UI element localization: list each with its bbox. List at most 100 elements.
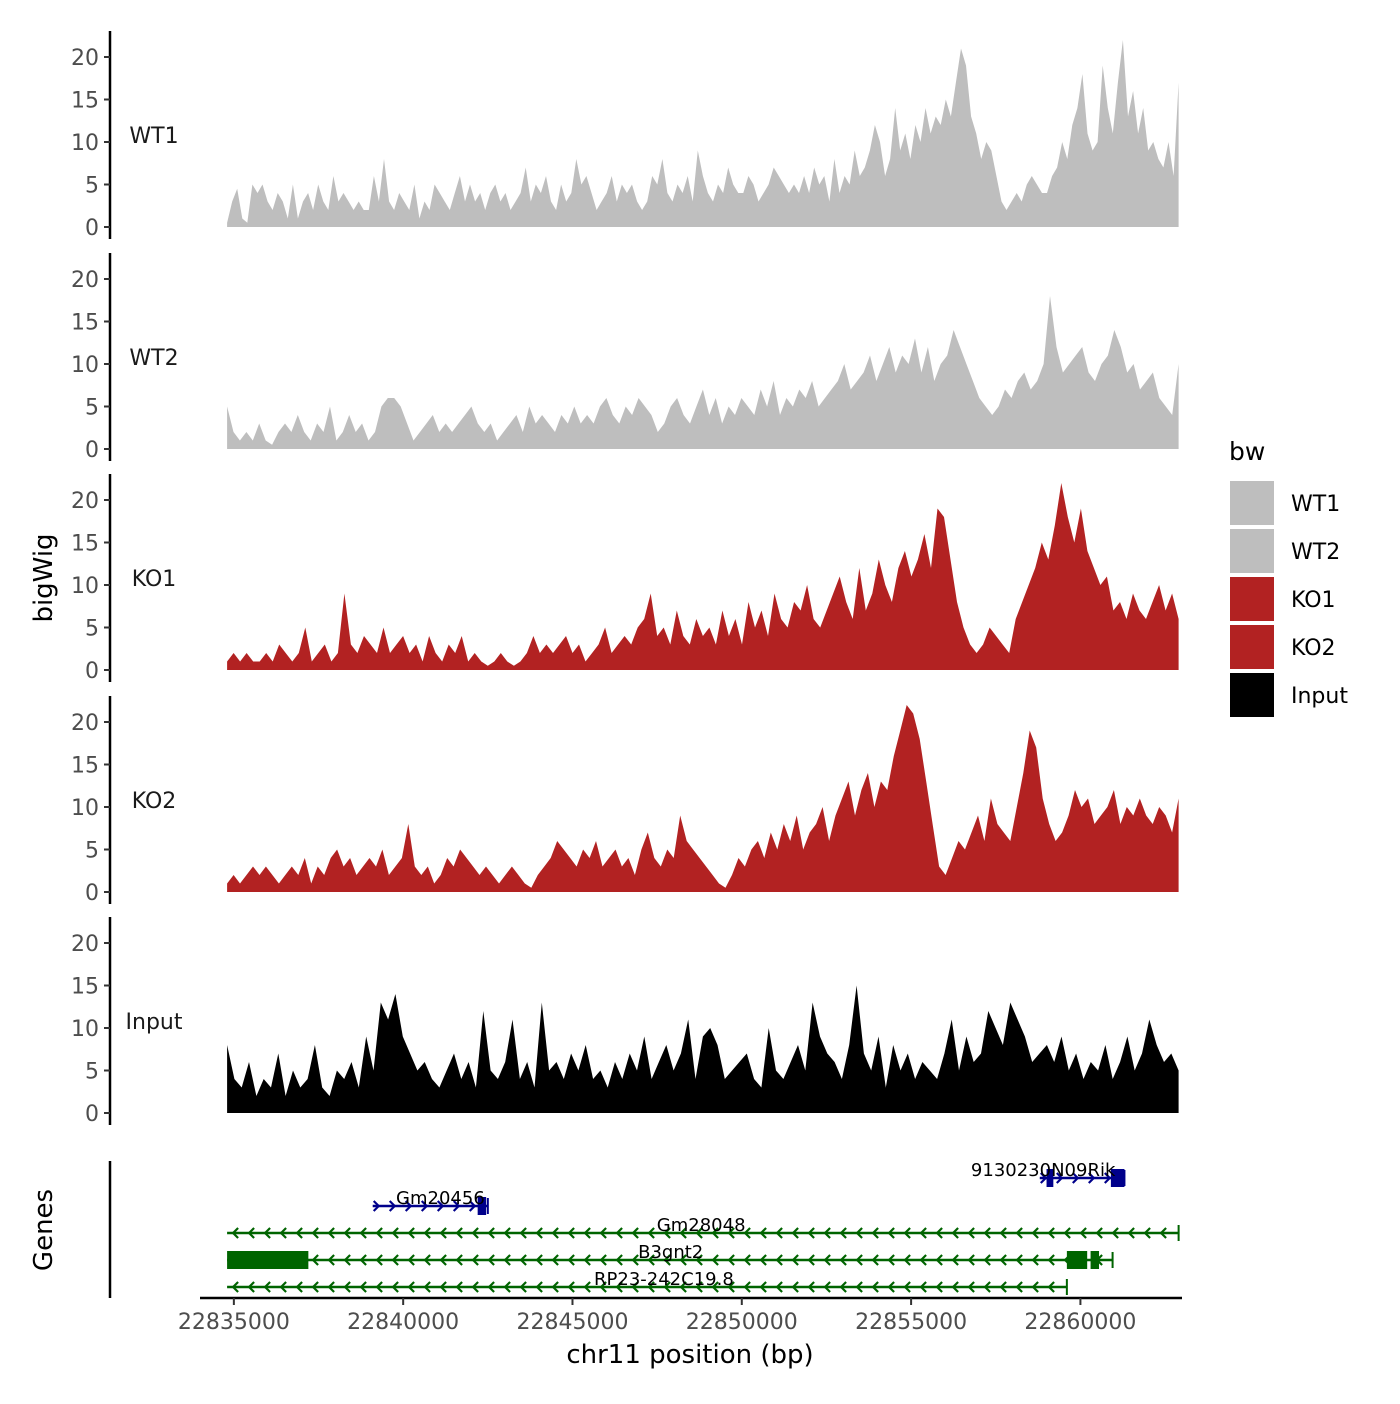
strand-arrow	[903, 1227, 911, 1239]
legend-key-wt1	[1230, 481, 1274, 525]
strand-arrow	[727, 1281, 735, 1293]
signal-area-wt1	[227, 40, 1179, 227]
strand-arrow	[759, 1227, 767, 1239]
strand-arrow	[295, 1281, 303, 1293]
legend-key-wt2	[1230, 529, 1274, 573]
strand-arrow	[615, 1227, 623, 1239]
x-axis: 22835000 22840000 22845000 22850000 22855000…	[178, 1296, 1182, 1335]
strand-arrow	[423, 1254, 431, 1266]
strand-arrow	[967, 1227, 975, 1239]
strand-arrow	[567, 1227, 575, 1239]
strand-arrow	[439, 1254, 447, 1266]
strand-arrow	[983, 1254, 991, 1266]
strand-arrow	[935, 1281, 943, 1293]
exon	[227, 1251, 309, 1269]
strand-arrow	[1031, 1227, 1039, 1239]
strand-arrow	[1095, 1227, 1103, 1239]
strand-arrow	[519, 1281, 527, 1293]
legend-key-input	[1230, 673, 1274, 717]
strand-arrow	[791, 1227, 799, 1239]
strand-arrow	[871, 1281, 879, 1293]
y-tick-label: 0	[85, 216, 99, 241]
gene-rp23-242c19.8: RP23-242C19.8	[227, 1269, 1068, 1295]
gene-9130230n09rik: 9130230N09Rik	[971, 1160, 1126, 1187]
strand-arrow	[436, 1200, 445, 1212]
track-wt1: 0 5 10 15 20 WT1	[71, 31, 1179, 241]
strand-arrow	[375, 1281, 383, 1293]
y-tick-label: 15	[71, 975, 99, 1000]
strand-arrow	[375, 1227, 383, 1239]
signal-area-wt2	[227, 296, 1179, 449]
strand-arrow	[887, 1254, 895, 1266]
strand-arrow	[503, 1254, 511, 1266]
strand-arrow	[807, 1227, 815, 1239]
strand-arrow	[711, 1254, 719, 1266]
strand-arrow	[343, 1227, 351, 1239]
strand-arrow	[1127, 1227, 1135, 1239]
strand-arrow	[695, 1254, 703, 1266]
strand-arrow	[679, 1227, 687, 1239]
y-axis-label: bigWig	[29, 533, 59, 622]
track-ko1: 0 5 10 15 20 KO1	[71, 474, 1179, 684]
strand-arrow	[359, 1227, 367, 1239]
legend-key-ko2	[1230, 625, 1274, 669]
strand-arrow	[775, 1227, 783, 1239]
strand-arrow	[711, 1227, 719, 1239]
strand-arrow	[311, 1227, 319, 1239]
strand-arrow	[1088, 1172, 1096, 1184]
strand-arrow	[551, 1227, 559, 1239]
strand-arrow	[420, 1200, 429, 1212]
y-tick-label: 10	[71, 796, 99, 821]
strand-arrow	[855, 1254, 863, 1266]
strand-arrow	[391, 1227, 399, 1239]
strand-arrow	[343, 1281, 351, 1293]
legend: bw WT1 WT2 KO1 KO2 Input	[1229, 437, 1348, 717]
strand-arrow	[967, 1281, 975, 1293]
strand-arrow	[775, 1254, 783, 1266]
strand-arrow	[631, 1281, 639, 1293]
strand-arrow	[807, 1281, 815, 1293]
strand-arrow	[311, 1254, 319, 1266]
strand-arrow	[455, 1227, 463, 1239]
strand-arrow	[887, 1281, 895, 1293]
strand-arrow	[279, 1281, 287, 1293]
gene-label: Gm20456	[396, 1188, 485, 1209]
y-tick-label: 20	[71, 268, 99, 293]
strand-arrow	[471, 1227, 479, 1239]
signal-area-ko2	[227, 705, 1179, 892]
strand-arrow	[663, 1254, 671, 1266]
gene-b3gnt2: B3gnt2	[227, 1242, 1114, 1269]
strand-arrow	[231, 1281, 239, 1293]
strand-arrow	[935, 1227, 943, 1239]
strand-arrow	[823, 1254, 831, 1266]
y-tick-label: 20	[71, 46, 99, 71]
strand-arrow	[679, 1254, 687, 1266]
strand-arrow	[615, 1281, 623, 1293]
strand-arrow	[407, 1254, 415, 1266]
strand-arrow	[663, 1227, 671, 1239]
strand-arrow	[391, 1281, 399, 1293]
strand-arrow	[855, 1227, 863, 1239]
x-tick-label: 22840000	[347, 1310, 459, 1335]
strand-arrow	[919, 1227, 927, 1239]
strand-arrow	[1079, 1227, 1087, 1239]
strand-arrow	[372, 1200, 381, 1212]
strand-arrow	[327, 1254, 335, 1266]
track-input: 0 5 10 15 20 Input	[71, 917, 1179, 1127]
strand-arrow	[1015, 1254, 1023, 1266]
track-ko2: 0 5 10 15 20 KO2	[71, 696, 1179, 906]
strand-arrow	[1015, 1281, 1023, 1293]
genes-layer: 9130230N09Rik Gm20456 Gm28048 B3gnt2 RP23-24…	[108, 1160, 1180, 1298]
gene-gm20456: Gm20456	[372, 1188, 489, 1215]
strand-arrow	[535, 1281, 543, 1293]
signal-area-ko1	[227, 483, 1179, 670]
strand-arrow	[519, 1227, 527, 1239]
strand-arrow	[263, 1227, 271, 1239]
strand-arrow	[919, 1281, 927, 1293]
strand-arrow	[983, 1281, 991, 1293]
strand-arrow	[1159, 1227, 1167, 1239]
y-tick-label: 0	[85, 438, 99, 463]
strand-arrow	[823, 1227, 831, 1239]
strand-arrow	[839, 1227, 847, 1239]
